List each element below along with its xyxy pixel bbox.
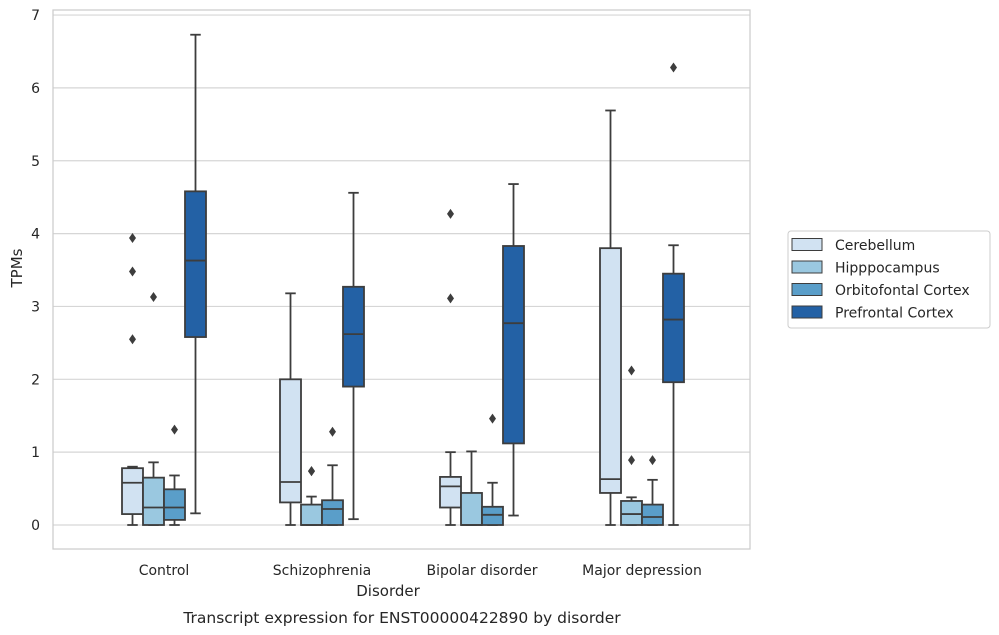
box-cerebellum [599, 109, 622, 526]
gridlines [53, 14, 750, 526]
y-tick-label: 6 [31, 81, 40, 97]
outlier-point [129, 266, 136, 277]
box-orbitofontal-cortex [163, 424, 186, 526]
y-tick-label: 2 [31, 372, 40, 388]
y-axis-title: TPMs [8, 248, 26, 288]
box-cerebellum [439, 208, 462, 526]
box-iqr [439, 476, 462, 509]
box-hipppocampus [142, 291, 165, 526]
box-iqr [163, 488, 186, 521]
y-tick-label: 1 [31, 445, 40, 461]
box-iqr [641, 503, 664, 526]
box-prefrontal-cortex [502, 183, 525, 517]
outlier-point [329, 426, 336, 437]
box-iqr [184, 190, 207, 338]
x-tick-label: Major depression [582, 563, 702, 579]
box-iqr [662, 272, 685, 384]
outlier-point [171, 424, 178, 435]
outlier-point [628, 365, 635, 376]
box-iqr [121, 467, 144, 515]
legend-items: Cerebellum Hipppocampus Orbitofontal Corte… [791, 238, 970, 322]
outlier-point [447, 208, 454, 219]
box-orbitofontal-cortex [321, 426, 344, 526]
box-prefrontal-cortex [184, 33, 207, 515]
x-tick-labels: Control Schizophrenia Bipolar disorder Majo… [139, 563, 702, 579]
box-iqr [502, 245, 525, 445]
legend-swatch [791, 305, 823, 319]
legend: Cerebellum Hipppocampus Orbitofontal Corte… [787, 230, 991, 329]
outlier-point [628, 455, 635, 466]
box-iqr [321, 499, 344, 526]
outlier-point [649, 455, 656, 466]
x-axis-title: Disorder [356, 582, 420, 600]
chart-caption: Transcript expression for ENST0000042289… [182, 609, 621, 627]
box-iqr [142, 476, 165, 526]
y-tick-label: 7 [31, 8, 40, 24]
box-hipppocampus [300, 466, 323, 526]
box-orbitofontal-cortex [481, 413, 504, 526]
plot-frame [52, 9, 751, 550]
boxes-layer [121, 33, 685, 526]
box-iqr [481, 505, 504, 526]
outlier-point [489, 413, 496, 424]
y-tick-label: 3 [31, 299, 40, 315]
box-prefrontal-cortex [662, 62, 685, 526]
legend-label: Cerebellum [835, 238, 915, 254]
box-cerebellum [279, 292, 302, 526]
outlier-point [129, 334, 136, 345]
legend-frame [787, 230, 991, 329]
legend-swatch [791, 260, 823, 274]
outlier-point [150, 291, 157, 302]
x-tick-label: Control [139, 563, 190, 579]
legend-label: Orbitofontal Cortex [835, 283, 970, 299]
y-tick-labels: 0 1 2 3 4 5 6 7 [31, 8, 40, 534]
box-iqr [300, 503, 323, 526]
box-orbitofontal-cortex [641, 455, 664, 526]
legend-swatch [791, 238, 823, 251]
box-iqr [599, 247, 622, 494]
box-hipppocampus [620, 365, 643, 526]
y-tick-label: 0 [31, 518, 40, 534]
legend-swatch [791, 283, 823, 296]
outlier-point [447, 293, 454, 304]
y-tick-label: 5 [31, 154, 40, 170]
y-tick-label: 4 [31, 227, 40, 243]
legend-label: Hipppocampus [835, 261, 940, 277]
legend-label: Prefrontal Cortex [835, 306, 954, 322]
box-hipppocampus [460, 450, 483, 526]
box-cerebellum [121, 232, 144, 526]
box-prefrontal-cortex [342, 191, 365, 521]
outlier-point [670, 62, 677, 73]
outlier-point [308, 466, 315, 477]
x-tick-label: Schizophrenia [273, 563, 371, 579]
outlier-point [129, 232, 136, 243]
box-iqr [279, 378, 302, 504]
box-iqr [342, 285, 365, 388]
box-iqr [460, 492, 483, 526]
box-iqr [620, 500, 643, 526]
x-tick-label: Bipolar disorder [426, 563, 537, 579]
